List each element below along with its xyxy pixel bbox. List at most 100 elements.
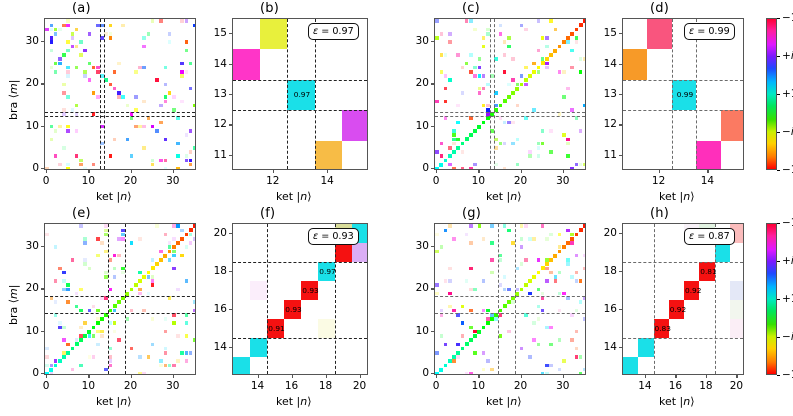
diagonal-cell bbox=[494, 312, 499, 317]
speckle-cell bbox=[83, 48, 87, 53]
speckle-cell bbox=[125, 317, 130, 321]
speckle-cell bbox=[184, 133, 189, 137]
speckle-cell bbox=[57, 162, 62, 167]
colorbar-tick-label: −1 bbox=[782, 369, 793, 381]
speckle-cell bbox=[566, 86, 570, 91]
x-axis-label: ket |n⟩ bbox=[486, 190, 522, 203]
matrix-cell bbox=[720, 110, 743, 141]
speckle-cell bbox=[108, 31, 113, 36]
speckle-cell bbox=[66, 69, 70, 74]
speckle-cell bbox=[481, 86, 486, 91]
y-axis-tick-label: 20 bbox=[213, 226, 227, 239]
speckle-cell bbox=[108, 363, 113, 368]
speckle-cell bbox=[108, 355, 113, 359]
speckle-cell bbox=[108, 154, 113, 158]
speckle-cell bbox=[100, 296, 104, 300]
speckle-cell bbox=[545, 258, 549, 262]
speckle-cell bbox=[502, 53, 507, 57]
diagonal-cell bbox=[578, 228, 583, 233]
guide-line-vertical bbox=[125, 224, 127, 374]
diagonal-cell bbox=[456, 350, 461, 355]
speckle-cell bbox=[435, 283, 439, 287]
x-axis-tick bbox=[327, 170, 329, 174]
x-axis-label: ket |n⟩ bbox=[276, 395, 312, 408]
speckle-cell bbox=[469, 53, 473, 57]
speckle-cell bbox=[502, 167, 507, 169]
speckle-cell bbox=[545, 65, 549, 70]
speckle-cell bbox=[460, 167, 465, 169]
speckle-cell bbox=[473, 27, 477, 32]
diagonal-cell bbox=[528, 74, 532, 78]
speckle-cell bbox=[184, 359, 189, 363]
diagonal-cell bbox=[485, 116, 490, 121]
y-axis-tick-label: 11 bbox=[603, 148, 617, 161]
x-axis-tick bbox=[736, 375, 738, 379]
speckle-cell bbox=[74, 27, 79, 32]
colorbar-tick bbox=[777, 56, 781, 58]
matrix-cell-value: 0.83 bbox=[654, 323, 671, 333]
speckle-cell bbox=[511, 141, 515, 146]
speckle-cell bbox=[66, 287, 70, 292]
speckle-cell bbox=[540, 308, 545, 313]
speckle-cell bbox=[536, 304, 541, 309]
diagonal-cell bbox=[553, 253, 558, 258]
y-axis-tick-label: 12 bbox=[213, 118, 227, 131]
speckle-cell bbox=[146, 116, 151, 120]
speckle-cell bbox=[150, 317, 155, 321]
speckle-cell bbox=[66, 283, 70, 287]
speckle-cell bbox=[536, 342, 541, 347]
matrix-cell bbox=[287, 79, 315, 111]
guide-line-horizontal bbox=[623, 262, 743, 263]
speckle-cell bbox=[490, 258, 494, 262]
diagonal-cell bbox=[511, 91, 515, 95]
speckle-cell bbox=[57, 57, 62, 61]
speckle-cell bbox=[62, 91, 66, 95]
speckle-cell bbox=[498, 31, 503, 36]
speckle-cell bbox=[502, 224, 507, 228]
speckle-cell bbox=[536, 48, 541, 53]
x-axis-tick bbox=[520, 170, 522, 174]
speckle-cell bbox=[439, 154, 444, 158]
matrix-cell-value: 0.97 bbox=[293, 90, 311, 99]
speckle-cell bbox=[163, 317, 168, 321]
speckle-cell bbox=[193, 308, 195, 313]
diagonal-cell bbox=[566, 241, 570, 245]
colorbar-tick-label: −i bbox=[782, 331, 793, 343]
speckle-cell bbox=[87, 266, 92, 271]
guide-line-vertical bbox=[498, 224, 500, 374]
matrix-cell bbox=[671, 79, 697, 111]
x-axis-tick bbox=[88, 375, 90, 379]
speckle-cell bbox=[469, 372, 473, 374]
speckle-cell bbox=[53, 129, 58, 133]
speckle-cell bbox=[511, 78, 515, 82]
speckle-cell bbox=[447, 224, 452, 228]
offdiagonal-cell bbox=[528, 291, 532, 296]
y-axis-tick-label: 20 bbox=[415, 77, 429, 90]
speckle-cell bbox=[121, 232, 125, 237]
diagonal-cell bbox=[473, 334, 477, 338]
speckle-cell bbox=[481, 279, 486, 283]
speckle-cell bbox=[49, 363, 54, 368]
y-axis-tick-label: 13 bbox=[603, 88, 617, 100]
offdiagonal-cell bbox=[540, 57, 545, 61]
speckle-cell bbox=[108, 36, 113, 40]
speckle-cell bbox=[87, 78, 92, 82]
speckle-cell bbox=[473, 65, 477, 70]
diagonal-cell bbox=[561, 245, 566, 250]
x-axis-tick-label: 0 bbox=[432, 175, 440, 187]
speckle-cell bbox=[91, 355, 96, 359]
speckle-cell bbox=[79, 325, 83, 330]
speckle-cell bbox=[519, 74, 524, 78]
speckle-cell bbox=[138, 287, 142, 292]
speckle-cell bbox=[62, 350, 66, 355]
speckle-cell bbox=[121, 23, 125, 28]
speckle-cell bbox=[477, 74, 482, 78]
colorbar-tick-label: +i bbox=[782, 50, 793, 62]
speckle-cell bbox=[545, 61, 549, 66]
speckle-cell bbox=[66, 124, 70, 129]
speckle-cell bbox=[45, 346, 49, 351]
speckle-cell bbox=[481, 74, 486, 78]
speckle-cell bbox=[456, 137, 460, 142]
antidiagonal-cell bbox=[108, 82, 113, 87]
diagonal-cell bbox=[519, 287, 524, 292]
